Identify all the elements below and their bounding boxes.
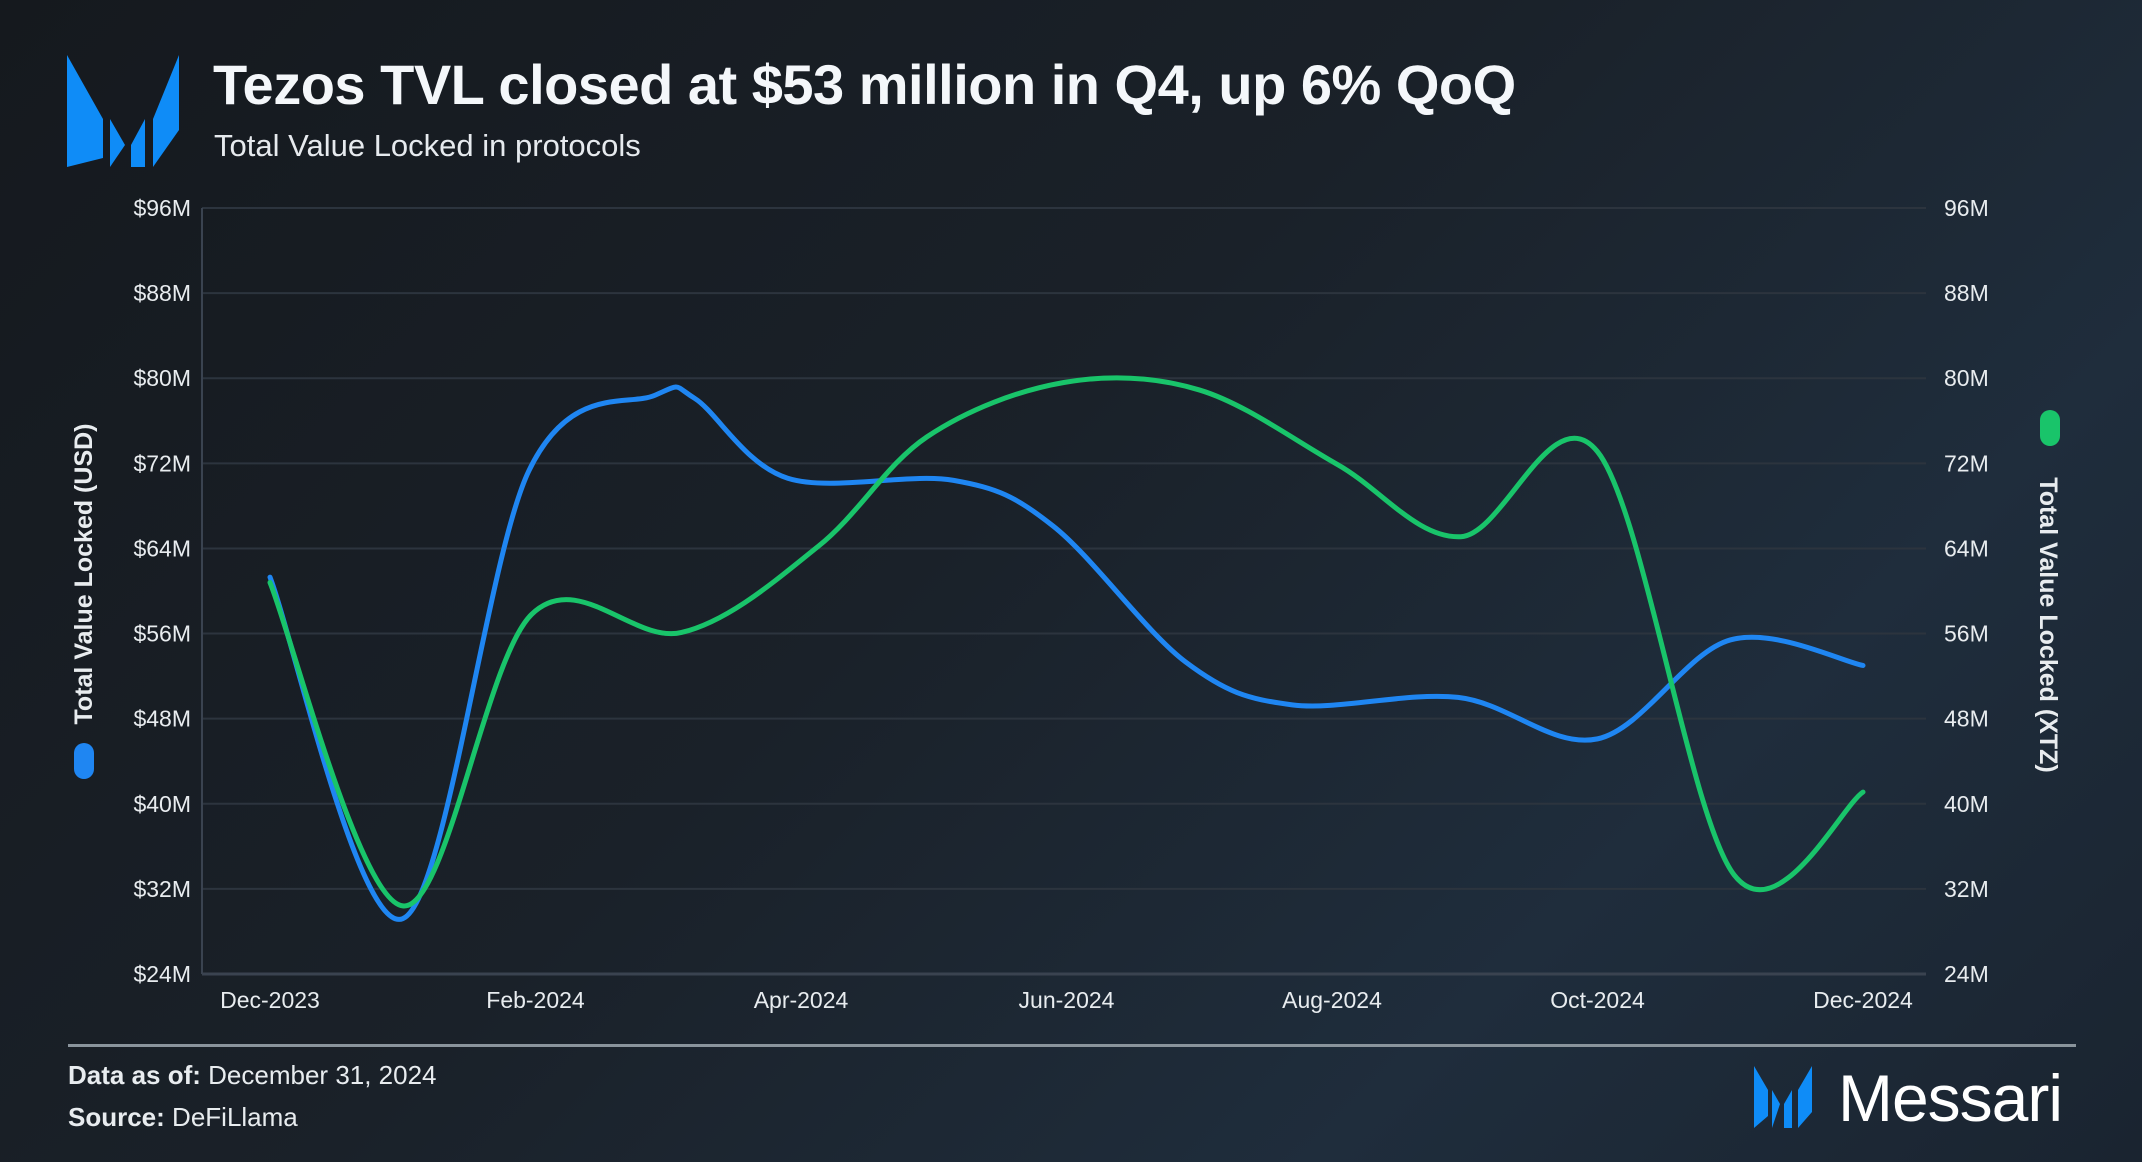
y-right-tick-label: 40M (1944, 791, 1989, 817)
y-right-tick-label: 48M (1944, 706, 1989, 732)
y-left-tick-label: $32M (133, 876, 191, 902)
x-tick-label: Oct-2024 (1550, 987, 1645, 1013)
x-tick-label: Jun-2024 (1019, 987, 1115, 1013)
y-left-tick-label: $40M (133, 791, 191, 817)
y-right-tick-label: 56M (1944, 621, 1989, 647)
y-right-tick-label: 96M (1944, 195, 1989, 221)
y-right-tick-label: 80M (1944, 365, 1989, 391)
data-as-of-value: December 31, 2024 (208, 1060, 437, 1090)
y-right-tick-label: 72M (1944, 450, 1989, 476)
y-right-tick-label: 64M (1944, 535, 1989, 561)
x-tick-label: Aug-2024 (1282, 987, 1382, 1013)
messari-footer-logo-icon (1754, 1066, 1812, 1128)
footer-divider (68, 1044, 2076, 1047)
series-line-xtz (267, 375, 1866, 909)
messari-logo-mark (67, 55, 179, 167)
y-left-tick-label: $80M (133, 365, 191, 391)
y-left-tick-label: $64M (133, 535, 191, 561)
series-lines (267, 375, 1866, 922)
x-tick-label: Dec-2024 (1813, 987, 1913, 1013)
source: Source: DeFiLlama (68, 1102, 298, 1133)
y-left-tick-label: $24M (133, 961, 191, 987)
y-right-tick-label: 24M (1944, 961, 1989, 987)
x-tick-label: Dec-2023 (220, 987, 320, 1013)
series-line-usd (267, 384, 1866, 922)
data-as-of: Data as of: December 31, 2024 (68, 1060, 437, 1091)
chart-title: Tezos TVL closed at $53 million in Q4, u… (213, 53, 1516, 116)
messari-brand-text: Messari (1838, 1061, 2063, 1135)
y-axis-left-label: Total Value Locked (USD) (70, 424, 98, 725)
chart-subtitle: Total Value Locked in protocols (214, 128, 641, 163)
y-right-tick-label: 88M (1944, 280, 1989, 306)
x-tick-label: Feb-2024 (486, 987, 585, 1013)
source-value: DeFiLlama (172, 1102, 298, 1132)
x-axis: Dec-2023 Feb-2024 Apr-2024 Jun-2024 Aug-2024… (220, 987, 1913, 1013)
y-axis-right-label: Total Value Locked (XTZ) (2034, 477, 2062, 772)
gridlines (201, 207, 1926, 976)
legend-usd-swatch (74, 743, 94, 779)
y-left-tick-label: $88M (133, 280, 191, 306)
source-label: Source: (68, 1102, 165, 1132)
y-axis-left: $24M $32M $40M $48M $56M $64M $72M $80M $88M $96M (133, 195, 191, 987)
legend-xtz-swatch (2040, 410, 2060, 446)
y-left-tick-label: $56M (133, 621, 191, 647)
y-axis-right: 24M 32M 40M 48M 56M 64M 72M 80M 88M 96M (1944, 195, 1989, 987)
y-left-tick-label: $72M (133, 450, 191, 476)
y-left-tick-label: $96M (133, 195, 191, 221)
x-tick-label: Apr-2024 (754, 987, 849, 1013)
y-right-tick-label: 32M (1944, 876, 1989, 902)
y-left-tick-label: $48M (133, 706, 191, 732)
data-as-of-label: Data as of: (68, 1060, 201, 1090)
